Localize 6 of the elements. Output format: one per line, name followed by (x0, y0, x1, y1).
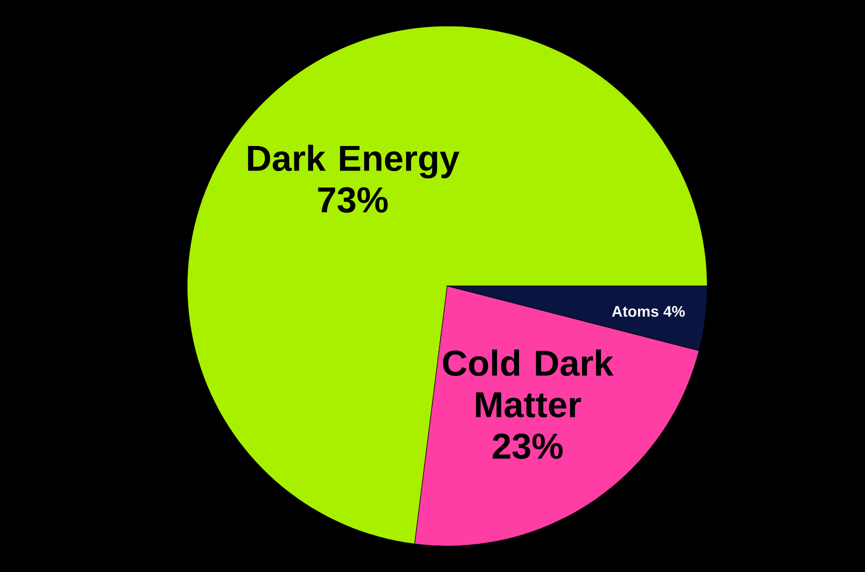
slice-label: Dark Energy (248, 144, 460, 178)
slice-label: Atoms (612, 306, 658, 317)
data-label: 73% (318, 187, 388, 213)
data-label: 4% (663, 306, 685, 317)
slice-label: Cold Dark Matter (443, 350, 614, 418)
data-label: 23% (492, 433, 563, 460)
